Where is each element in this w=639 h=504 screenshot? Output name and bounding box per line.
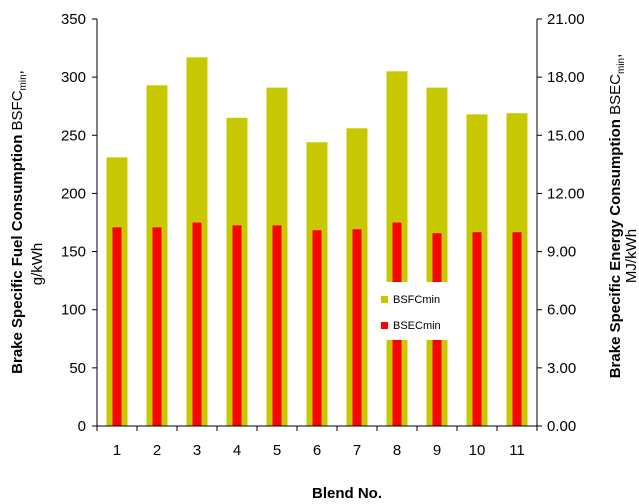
x-ticks: 1 2 3 4 5 6 7 8 9 10 11 xyxy=(96,426,538,459)
bar-bsec-6 xyxy=(312,230,322,426)
bar-bsec-7 xyxy=(352,229,362,426)
right-y-axis-title-units: MJ/kWh xyxy=(623,229,639,283)
right-tick-label: 15.00 xyxy=(547,127,585,144)
left-tick-label: 300 xyxy=(61,69,86,86)
x-tick-label: 7 xyxy=(353,442,361,459)
x-tick-label: 9 xyxy=(433,442,441,459)
left-tick-label: 200 xyxy=(61,185,86,202)
x-tick-label: 3 xyxy=(193,442,201,459)
right-tick-label: 3.00 xyxy=(547,360,576,377)
x-tick-label: 1 xyxy=(113,442,121,459)
right-y-axis-title: Brake Specific Energy Consumption BSECmi… xyxy=(607,54,627,379)
left-y-axis-title-sub: min xyxy=(18,74,29,90)
bar-bsec-11 xyxy=(512,232,522,426)
bsec-bars xyxy=(112,222,522,426)
legend-label-bsfc: BSFCmin xyxy=(393,294,440,306)
left-tick-label: 100 xyxy=(61,302,86,319)
x-axis-title: Blend No. xyxy=(312,485,382,502)
legend: BSFCmin BSECmin xyxy=(376,282,456,340)
right-tick-label: 12.00 xyxy=(547,185,585,202)
right-y-axis-title-sub: min xyxy=(616,58,627,74)
left-tick-label: 0 xyxy=(78,418,86,435)
left-tick-label: 150 xyxy=(61,244,86,261)
left-y-axis-title: Brake Specific Fuel Consumption BSFCmin, xyxy=(9,70,29,374)
right-y-axis-title-symbol: BSEC xyxy=(607,74,624,115)
legend-swatch-bsec xyxy=(381,322,388,329)
left-y-ticks: 0 50 100 150 200 250 300 350 xyxy=(61,11,97,435)
left-tick-label: 250 xyxy=(61,127,86,144)
legend-swatch-bsfc xyxy=(381,296,388,303)
right-tick-label: 21.00 xyxy=(547,11,585,28)
bar-bsec-10 xyxy=(472,232,482,426)
right-y-axis-title-comma: , xyxy=(607,54,624,58)
x-tick-label: 4 xyxy=(233,442,241,459)
right-y-ticks: 0.00 3.00 6.00 9.00 12.00 15.00 18.00 21.00 xyxy=(537,11,585,435)
legend-label-bsec: BSECmin xyxy=(393,320,441,332)
left-y-axis-title-bold: Brake Specific Fuel Consumption xyxy=(9,135,26,374)
bar-bsec-2 xyxy=(152,227,162,426)
bar-bsec-5 xyxy=(272,225,282,426)
x-tick-label: 8 xyxy=(393,442,401,459)
left-tick-label: 350 xyxy=(61,11,86,28)
x-tick-label: 11 xyxy=(509,442,525,459)
right-tick-label: 18.00 xyxy=(547,69,585,86)
x-tick-label: 6 xyxy=(313,442,321,459)
right-tick-label: 0.00 xyxy=(547,418,576,435)
right-y-axis-title-bold: Brake Specific Energy Consumption xyxy=(607,119,624,378)
x-tick-label: 10 xyxy=(469,442,486,459)
left-y-axis-title-comma: , xyxy=(9,70,26,74)
left-y-axis-title-symbol: BSFC xyxy=(9,90,26,130)
right-tick-label: 9.00 xyxy=(547,244,576,261)
left-tick-label: 50 xyxy=(69,360,86,377)
left-y-axis-title-units: g/kWh xyxy=(29,243,46,286)
bar-bsec-3 xyxy=(192,222,202,426)
bar-bsec-1 xyxy=(112,227,122,426)
x-tick-label: 5 xyxy=(273,442,281,459)
legend-box xyxy=(376,282,456,340)
bar-bsec-4 xyxy=(232,225,242,426)
x-tick-label: 2 xyxy=(153,442,161,459)
right-tick-label: 6.00 xyxy=(547,302,576,319)
